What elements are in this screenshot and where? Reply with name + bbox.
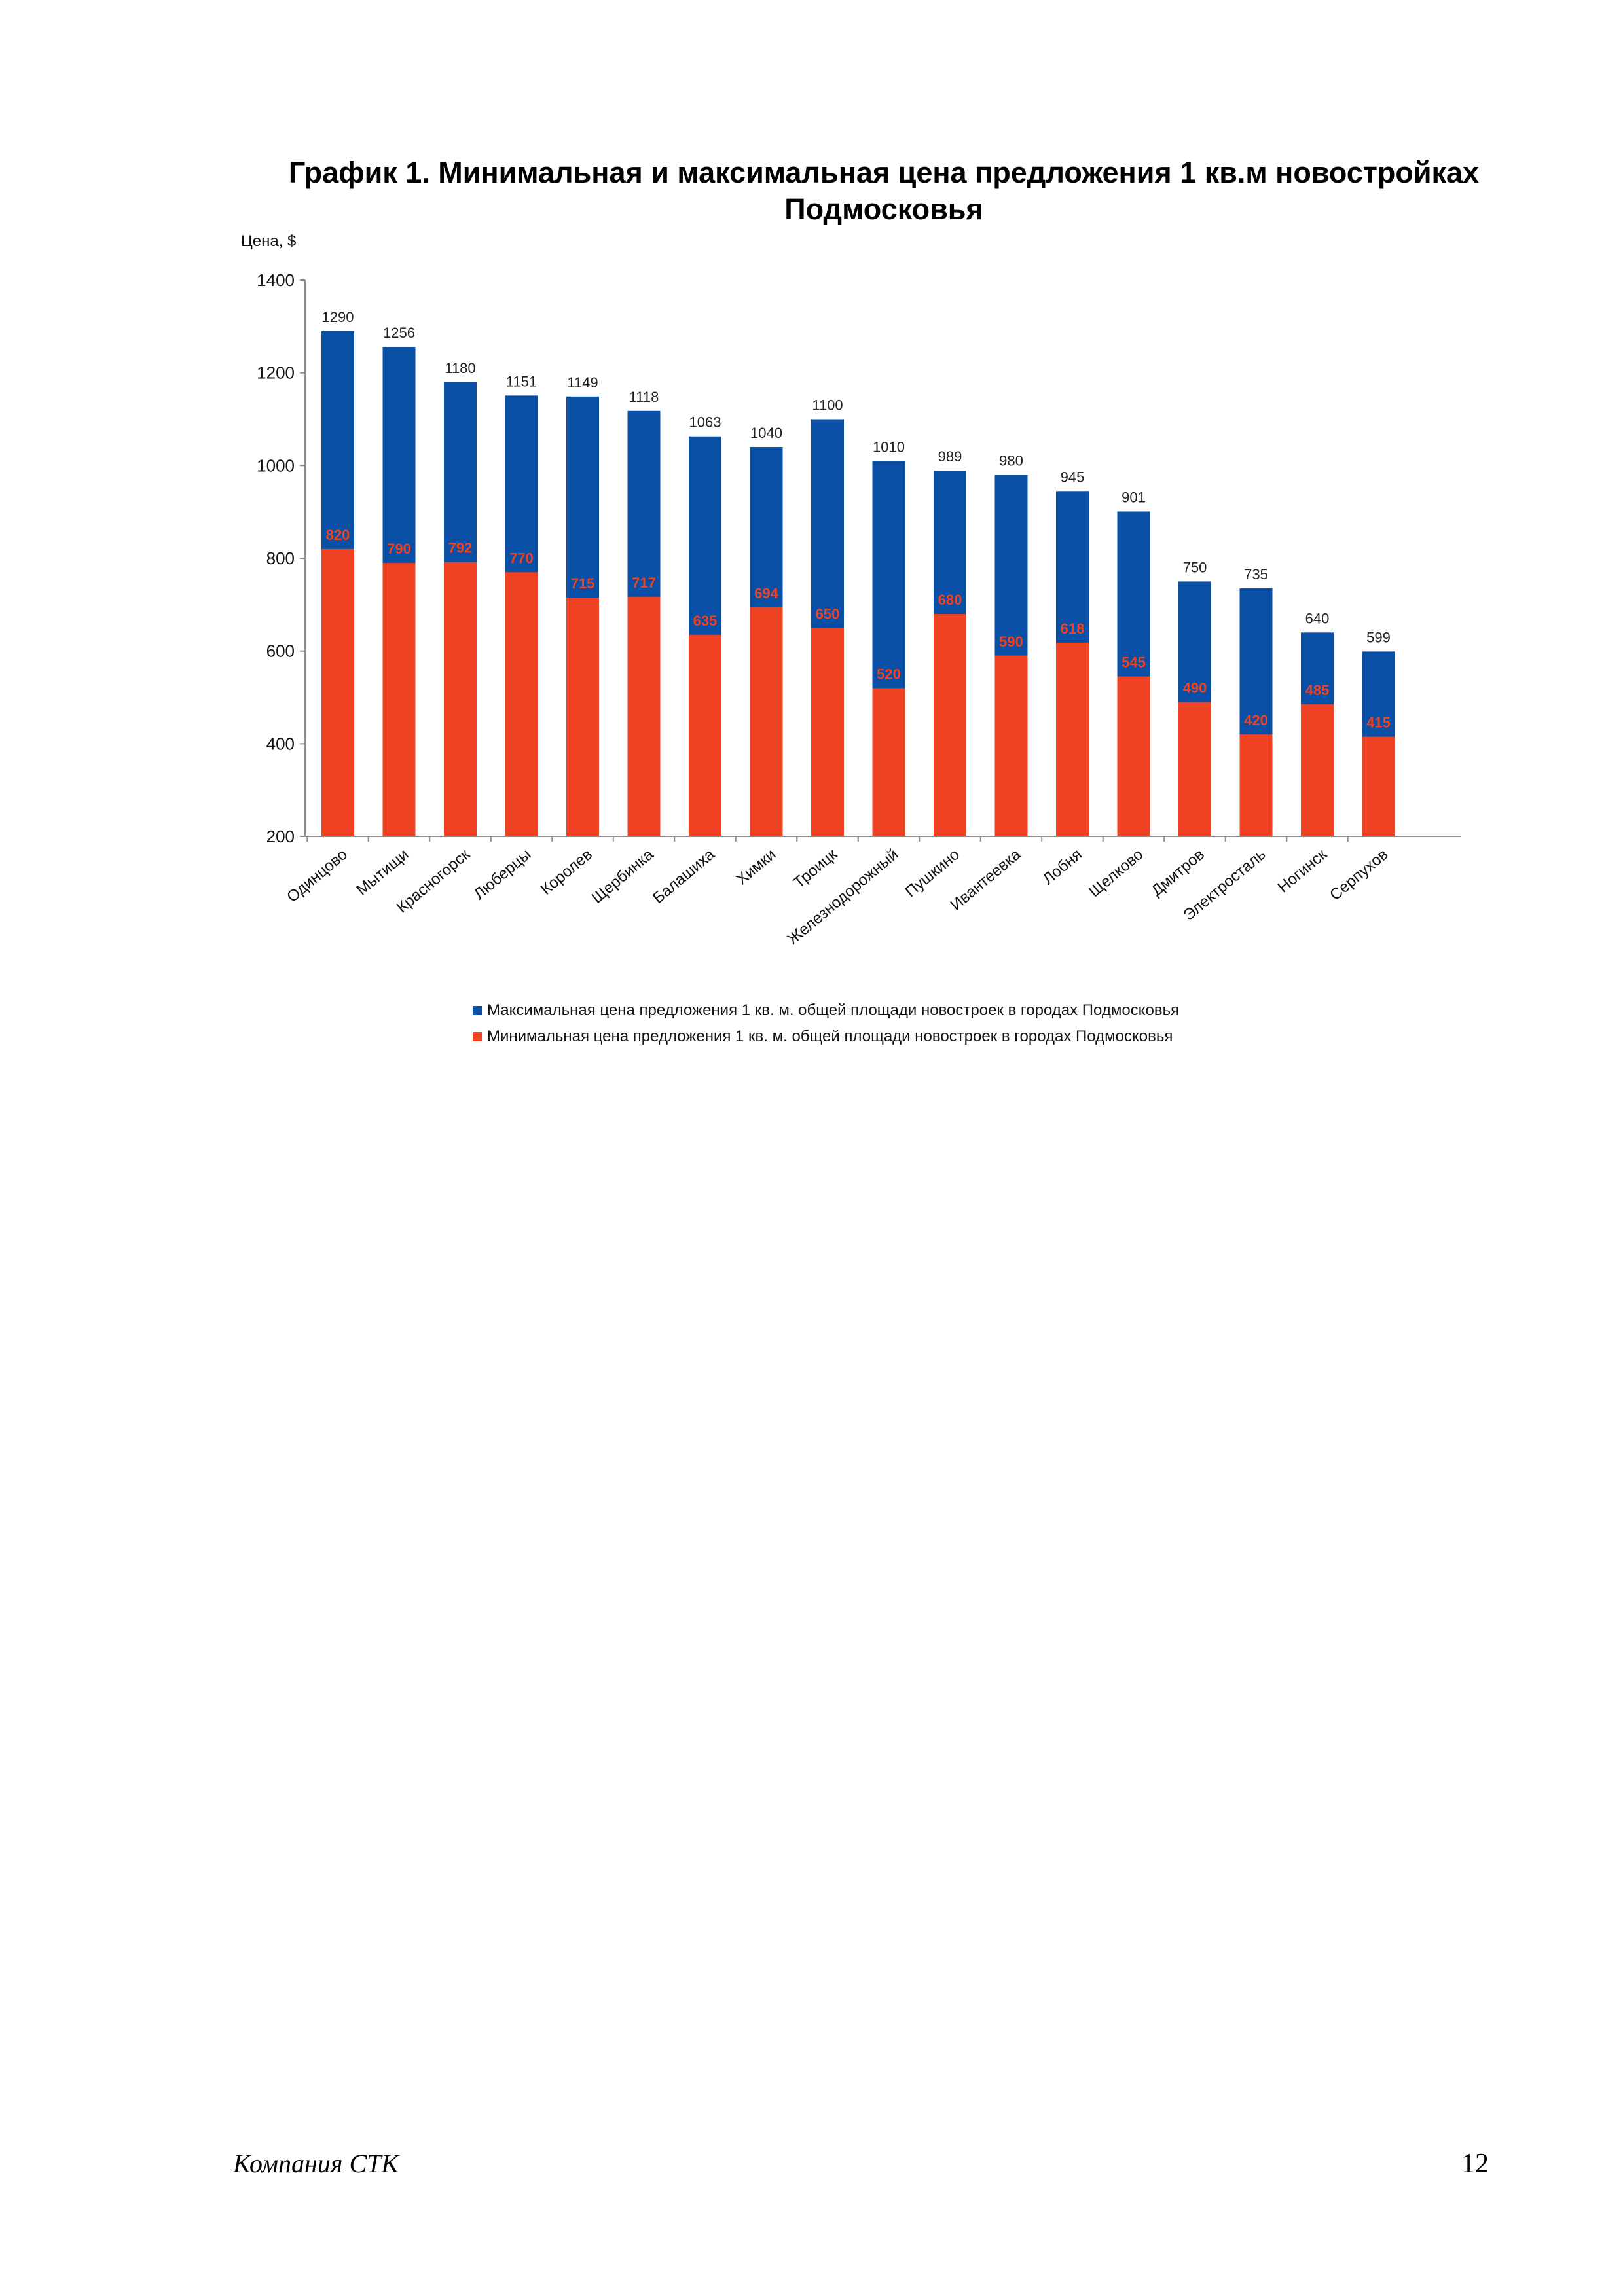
legend-swatch-min	[473, 1032, 482, 1041]
data-label-min-6: 635	[693, 613, 718, 629]
data-label-max-7: 1040	[750, 425, 782, 441]
category-label-13: Щелково	[1085, 846, 1146, 901]
y-tick-label: 800	[266, 548, 295, 568]
data-label-min-17: 415	[1366, 715, 1391, 731]
y-tick-label: 1400	[257, 270, 295, 290]
chart-title: График 1. Минимальная и максимальная цен…	[288, 156, 1480, 226]
y-tick-label: 600	[266, 641, 295, 661]
bar-min-12	[1056, 642, 1089, 836]
bar-min-3	[505, 572, 538, 836]
category-label-14: Дмитров	[1148, 846, 1207, 900]
bar-min-15	[1239, 734, 1273, 836]
data-label-max-16: 640	[1305, 610, 1330, 626]
legend-swatch-max	[473, 1006, 482, 1015]
data-label-min-7: 694	[754, 585, 778, 601]
category-label-12: Лобня	[1040, 846, 1085, 888]
y-tick-label: 200	[266, 827, 295, 846]
bar-min-10	[934, 614, 966, 836]
category-label-3: Люберцы	[471, 846, 535, 903]
bar-min-16	[1301, 704, 1334, 836]
category-label-8: Троицк	[790, 846, 841, 892]
data-label-min-11: 590	[999, 634, 1023, 650]
category-label-17: Серпухов	[1326, 846, 1391, 904]
data-label-max-10: 989	[938, 448, 962, 465]
bar-min-9	[872, 688, 905, 836]
data-label-max-3: 1151	[506, 373, 537, 389]
legend-label-min: Минимальная цена предложения 1 кв. м. об…	[487, 1028, 1173, 1045]
data-label-min-12: 618	[1061, 620, 1085, 637]
footer-page-number: 12	[1461, 2149, 1489, 2179]
data-label-max-5: 1118	[629, 389, 659, 405]
legend: Максимальная цена предложения 1 кв. м. о…	[473, 997, 1179, 1050]
data-label-min-0: 820	[326, 527, 350, 543]
data-label-min-2: 792	[448, 540, 473, 556]
data-label-min-9: 520	[877, 666, 901, 682]
data-label-min-1: 790	[387, 541, 411, 557]
legend-item-min: Минимальная цена предложения 1 кв. м. об…	[473, 1024, 1179, 1050]
category-label-16: Ногинск	[1275, 846, 1331, 897]
category-label-9: Железнодорожный	[784, 846, 902, 948]
data-label-max-9: 1010	[873, 439, 905, 455]
bar-min-11	[994, 655, 1028, 836]
bar-min-14	[1178, 702, 1211, 836]
bar-min-4	[566, 598, 599, 836]
bar-min-6	[689, 634, 721, 836]
data-label-max-13: 901	[1122, 489, 1146, 505]
bar-min-17	[1362, 736, 1395, 836]
category-label-1: Мытищи	[353, 846, 412, 899]
legend-label-max: Максимальная цена предложения 1 кв. м. о…	[487, 1001, 1180, 1019]
data-label-max-8: 1100	[812, 397, 843, 414]
data-label-max-12: 945	[1061, 469, 1085, 485]
data-label-min-14: 490	[1183, 680, 1207, 696]
data-label-max-0: 1290	[322, 309, 354, 325]
data-label-min-16: 485	[1305, 682, 1330, 698]
y-tick-label: 1200	[257, 363, 295, 383]
y-tick-label: 400	[266, 734, 295, 753]
data-label-max-11: 980	[999, 453, 1023, 469]
bar-min-2	[444, 562, 477, 836]
data-label-min-13: 545	[1122, 655, 1146, 671]
data-label-max-1: 1256	[383, 325, 415, 341]
data-label-min-8: 650	[816, 605, 840, 622]
data-label-max-14: 750	[1183, 559, 1207, 575]
category-label-0: Одинцово	[283, 846, 351, 906]
y-axis-label: Цена, $	[241, 232, 296, 250]
footer-company: Компания СТК	[233, 2149, 399, 2178]
bar-min-7	[750, 607, 783, 836]
data-label-min-3: 770	[509, 550, 534, 566]
bar-min-8	[811, 628, 844, 836]
legend-item-max: Максимальная цена предложения 1 кв. м. о…	[473, 997, 1179, 1024]
bar-min-0	[321, 548, 354, 836]
data-label-min-10: 680	[938, 592, 962, 608]
data-label-max-17: 599	[1366, 629, 1391, 645]
bar-min-1	[382, 563, 416, 836]
data-label-max-6: 1063	[689, 414, 721, 431]
category-label-4: Королев	[538, 846, 596, 899]
data-label-max-4: 1149	[567, 374, 598, 391]
data-label-max-15: 735	[1244, 566, 1268, 583]
category-label-5: Щербинка	[589, 845, 657, 906]
data-label-min-5: 717	[632, 575, 656, 591]
data-label-min-15: 420	[1244, 712, 1268, 728]
y-tick-label: 1000	[257, 456, 295, 475]
data-label-max-2: 1180	[445, 360, 475, 376]
category-label-6: Балашиха	[649, 845, 718, 907]
data-label-min-4: 715	[571, 575, 595, 592]
category-label-10: Пушкино	[902, 846, 963, 901]
bar-min-13	[1117, 676, 1150, 836]
category-label-7: Химки	[733, 846, 780, 889]
bar-min-5	[627, 596, 661, 836]
